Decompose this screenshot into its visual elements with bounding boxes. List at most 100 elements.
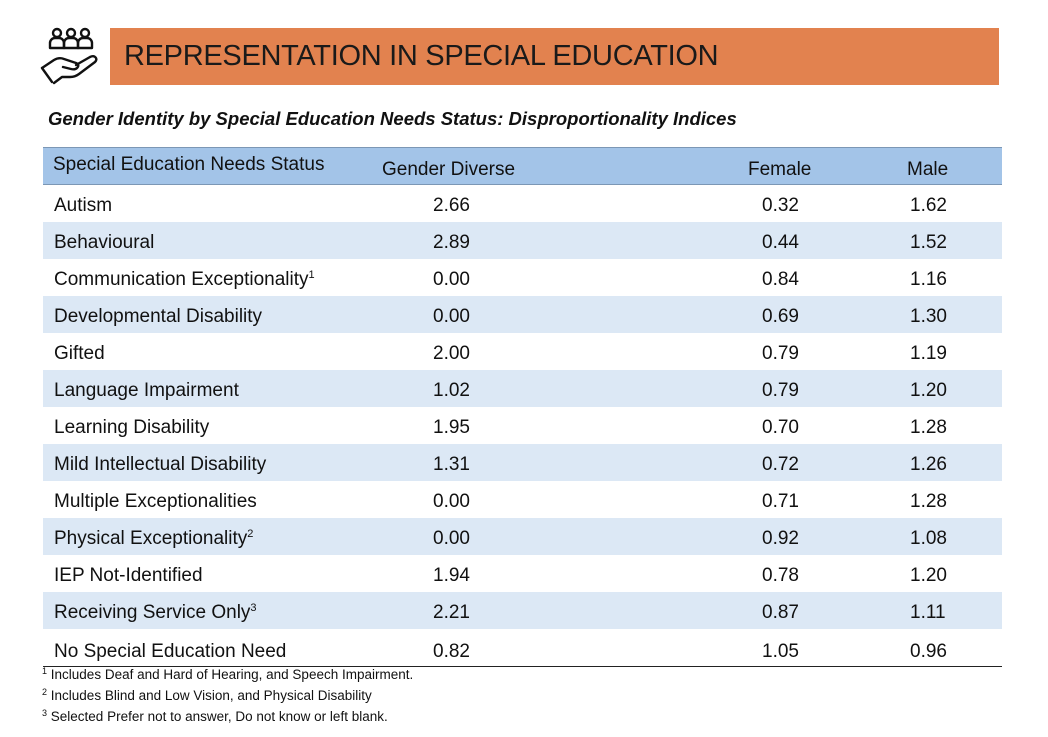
cell-male: 0.96 [910,641,947,662]
cell-status: Learning Disability [54,417,209,439]
cell-male: 1.16 [910,269,947,290]
section-banner: REPRESENTATION IN SPECIAL EDUCATION [110,28,999,85]
cell-male: 1.19 [910,343,947,364]
cell-gender-diverse: 1.94 [433,565,470,586]
cell-gender-diverse: 1.02 [433,380,470,401]
cell-female: 0.79 [762,380,799,401]
footnote-text: Includes Deaf and Hard of Hearing, and S… [50,667,414,682]
cell-gender-diverse: 0.00 [433,269,470,290]
column-header-male: Male [907,159,949,180]
cell-female: 0.92 [762,528,799,549]
status-label: Language Impairment [54,380,239,401]
cell-female: 0.78 [762,565,799,586]
cell-male: 1.20 [910,565,947,586]
status-label: Developmental Disability [54,306,263,327]
cell-status: Physical Exceptionality2 [54,528,253,550]
table-row: Learning Disability 1.95 0.70 1.28 [43,407,1002,444]
footnote-mark: 1 [42,666,48,676]
cell-status: IEP Not-Identified [54,565,203,587]
footnote-text: Includes Blind and Low Vision, and Physi… [50,688,372,703]
cell-status: Gifted [54,343,105,365]
footnote-marker: 1 [308,269,315,281]
footnote: 1 Includes Deaf and Hard of Hearing, and… [42,667,413,688]
column-header-female: Female [748,159,812,180]
cell-status: Language Impairment [54,380,239,402]
footnote: 3 Selected Prefer not to answer, Do not … [42,709,413,730]
banner-title: REPRESENTATION IN SPECIAL EDUCATION [124,40,719,72]
cell-female: 0.32 [762,195,799,216]
cell-status: Developmental Disability [54,306,262,328]
table-row: IEP Not-Identified 1.94 0.78 1.20 [43,555,1002,592]
cell-male: 1.08 [910,528,947,549]
cell-female: 0.79 [762,343,799,364]
cell-female: 0.71 [762,491,799,512]
cell-gender-diverse: 2.21 [433,602,470,623]
disproportionality-table: Special Education Needs Status Gender Di… [43,147,1002,667]
table-row: Developmental Disability 0.00 0.69 1.30 [43,296,1002,333]
cell-gender-diverse: 0.00 [433,491,470,512]
status-label: Autism [54,195,113,216]
cell-gender-diverse: 0.00 [433,528,470,549]
table-header-row: Special Education Needs Status Gender Di… [43,147,1002,185]
table-title: Gender Identity by Special Education Nee… [48,108,737,129]
cell-status: Autism [54,195,112,217]
footnote: 2 Includes Blind and Low Vision, and Phy… [42,688,413,709]
table-row: Physical Exceptionality2 0.00 0.92 1.08 [43,518,1002,555]
cell-gender-diverse: 1.31 [433,454,470,475]
cell-female: 0.72 [762,454,799,475]
cell-status: Mild Intellectual Disability [54,454,266,476]
footnote-marker: 3 [250,602,257,614]
cell-male: 1.52 [910,232,947,253]
footnote-mark: 2 [42,687,48,697]
status-label: No Special Education Need [54,641,287,662]
status-label: Gifted [54,343,105,364]
table-row: No Special Education Need 0.82 1.05 0.96 [43,629,1002,667]
table-row: Communication Exceptionality1 0.00 0.84 1.1… [43,259,1002,296]
status-label: Receiving Service Only [54,602,251,623]
table-row: Behavioural 2.89 0.44 1.52 [43,222,1002,259]
cell-male: 1.30 [910,306,947,327]
cell-gender-diverse: 0.82 [433,641,470,662]
cell-female: 1.05 [762,641,799,662]
people-hand-icon [40,27,98,85]
column-header-gender-diverse: Gender Diverse [382,159,516,180]
footnotes: 1 Includes Deaf and Hard of Hearing, and… [42,667,413,730]
cell-gender-diverse: 2.89 [433,232,470,253]
table-body: Autism 2.66 0.32 1.62 Behavioural 2.89 0.44 1.5… [43,185,1002,667]
status-label: IEP Not-Identified [54,565,203,586]
column-header-status: Special Education Needs Status [53,154,325,175]
table-row: Language Impairment 1.02 0.79 1.20 [43,370,1002,407]
cell-female: 0.84 [762,269,799,290]
cell-male: 1.62 [910,195,947,216]
cell-status: Communication Exceptionality1 [54,269,315,291]
cell-male: 1.28 [910,491,947,512]
table-row: Gifted 2.00 0.79 1.19 [43,333,1002,370]
cell-female: 0.69 [762,306,799,327]
status-label: Behavioural [54,232,155,253]
status-label: Mild Intellectual Disability [54,454,267,475]
status-label: Learning Disability [54,417,210,438]
footnote-marker: 2 [247,528,254,540]
cell-status: Behavioural [54,232,154,254]
status-label: Physical Exceptionality [54,528,248,549]
cell-male: 1.26 [910,454,947,475]
cell-gender-diverse: 0.00 [433,306,470,327]
cell-status: No Special Education Need [54,641,286,663]
status-label: Communication Exceptionality [54,269,309,290]
table-row: Mild Intellectual Disability 1.31 0.72 1.26 [43,444,1002,481]
cell-male: 1.11 [910,602,946,623]
status-label: Multiple Exceptionalities [54,491,257,512]
table-row: Autism 2.66 0.32 1.62 [43,185,1002,222]
table-row: Multiple Exceptionalities 0.00 0.71 1.28 [43,481,1002,518]
cell-male: 1.20 [910,380,947,401]
cell-male: 1.28 [910,417,947,438]
cell-gender-diverse: 2.66 [433,195,470,216]
cell-status: Receiving Service Only3 [54,602,257,624]
footnote-text: Selected Prefer not to answer, Do not kn… [50,709,388,724]
cell-female: 0.70 [762,417,799,438]
cell-status: Multiple Exceptionalities [54,491,257,513]
cell-female: 0.44 [762,232,799,253]
table-row: Receiving Service Only3 2.21 0.87 1.11 [43,592,1002,629]
cell-female: 0.87 [762,602,799,623]
cell-gender-diverse: 1.95 [433,417,470,438]
